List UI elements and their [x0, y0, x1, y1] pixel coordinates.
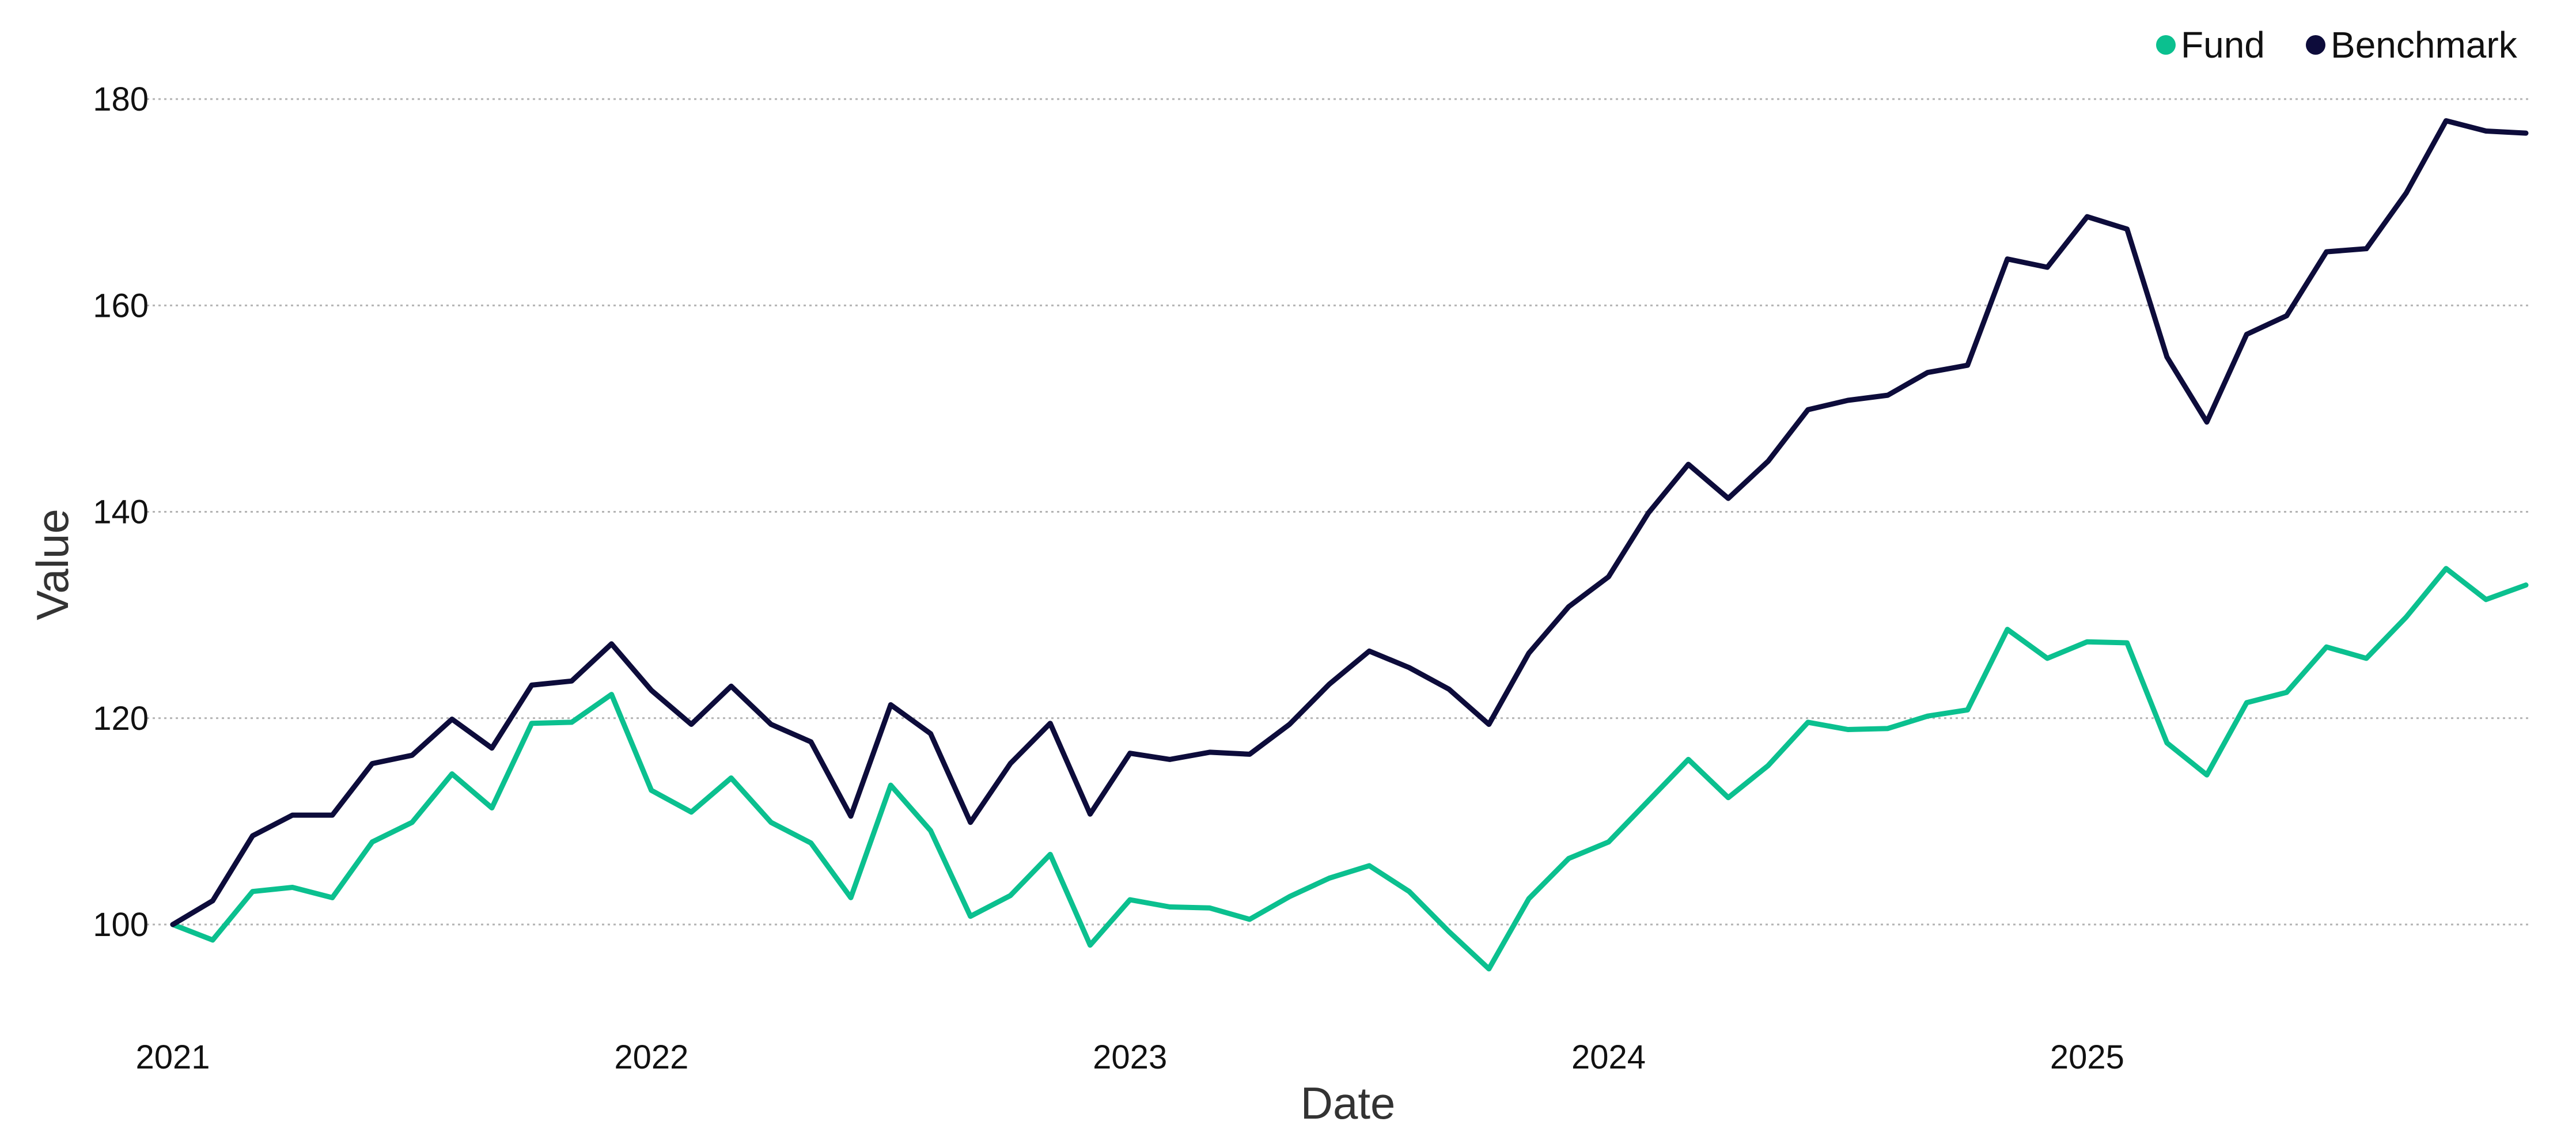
legend-marker-benchmark: [2306, 35, 2325, 55]
y-tick-label-160: 160: [93, 287, 149, 324]
y-axis-title: Value: [27, 509, 78, 620]
legend-marker-fund: [2156, 35, 2176, 55]
legend-label-fund: Fund: [2181, 24, 2265, 66]
series-line-fund: [170, 566, 2529, 972]
series-line-benchmark: [170, 118, 2529, 927]
y-tick-label-100: 100: [93, 906, 149, 944]
x-axis-ticks: 2021 2022 2023 2024 2025: [135, 1039, 2124, 1076]
x-tick-label-2023: 2023: [1093, 1039, 1167, 1076]
y-tick-label-140: 140: [93, 494, 149, 531]
y-tick-label-120: 120: [93, 700, 149, 737]
series-lines: [170, 118, 2529, 972]
grid-lines: [147, 98, 2532, 926]
y-axis-ticks: 100 120 140 160 180: [93, 81, 149, 944]
y-tick-label-180: 180: [93, 81, 149, 118]
x-tick-label-2022: 2022: [614, 1039, 688, 1076]
x-tick-label-2025: 2025: [2050, 1039, 2124, 1076]
x-axis-title: Date: [1301, 1078, 1396, 1128]
legend-label-benchmark: Benchmark: [2331, 24, 2518, 66]
x-tick-label-2021: 2021: [135, 1039, 210, 1076]
legend: Fund Benchmark: [2156, 24, 2518, 66]
x-tick-label-2024: 2024: [1571, 1039, 1646, 1076]
